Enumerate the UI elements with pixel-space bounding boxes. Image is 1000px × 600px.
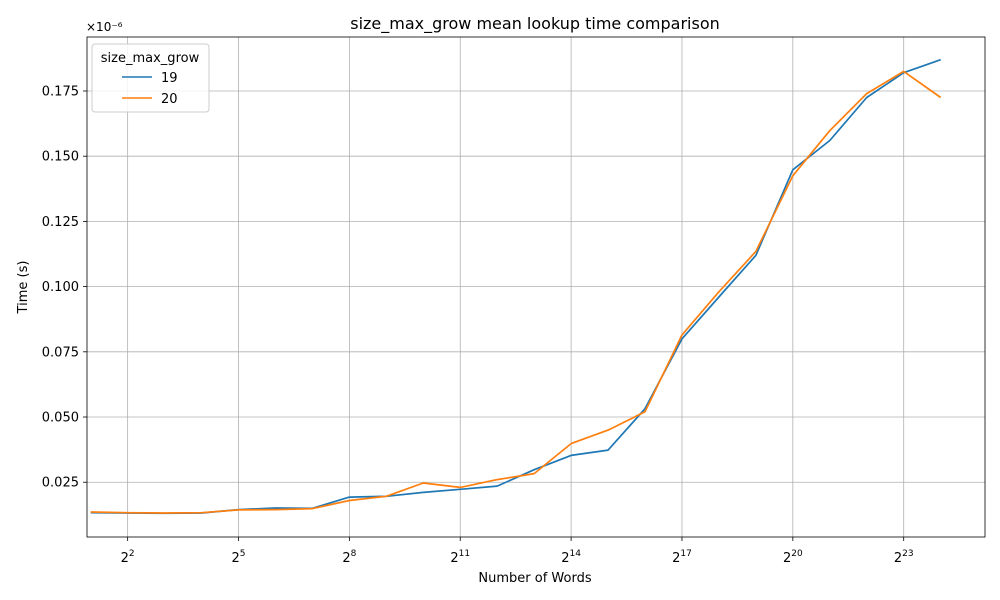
series-line-20 <box>90 70 942 514</box>
x-tick-label: 223 <box>894 549 914 566</box>
x-tick-label: 28 <box>342 549 356 566</box>
x-tick-label: 22 <box>121 549 135 566</box>
legend-title: size_max_grow <box>101 51 200 66</box>
x-tick-label: 217 <box>672 549 692 566</box>
legend-box <box>91 43 210 113</box>
x-tick-label: 220 <box>783 549 803 566</box>
x-axis-ticks: 22 25 28 211 214 217 220 223 <box>121 537 914 566</box>
x-tick-label: 214 <box>561 549 581 566</box>
x-tick-label: 25 <box>232 549 246 566</box>
legend-label-19: 19 <box>161 71 178 86</box>
y-tick-label: 0.050 <box>42 411 79 426</box>
x-tick-label: 211 <box>450 549 470 566</box>
y-tick-label: 0.125 <box>42 215 79 230</box>
y-axis-label: Time (s) <box>16 261 31 315</box>
y-tick-label: 0.075 <box>42 345 79 360</box>
y-axis-ticks: 0.025 0.050 0.075 0.100 0.125 0.150 0.175 <box>42 84 87 491</box>
y-tick-label: 0.175 <box>42 84 79 99</box>
series-layer <box>90 58 942 515</box>
legend-label-20: 20 <box>161 92 178 107</box>
y-tick-label: 0.100 <box>42 280 79 295</box>
grid <box>87 37 985 537</box>
x-axis-label: Number of Words <box>478 571 591 586</box>
y-axis-multiplier: ×10⁻⁶ <box>86 20 123 34</box>
y-tick-label: 0.025 <box>42 476 79 491</box>
legend: size_max_grow 19 20 <box>91 43 210 113</box>
y-tick-label: 0.150 <box>42 150 79 165</box>
chart-title: size_max_grow mean lookup time compariso… <box>350 14 720 34</box>
